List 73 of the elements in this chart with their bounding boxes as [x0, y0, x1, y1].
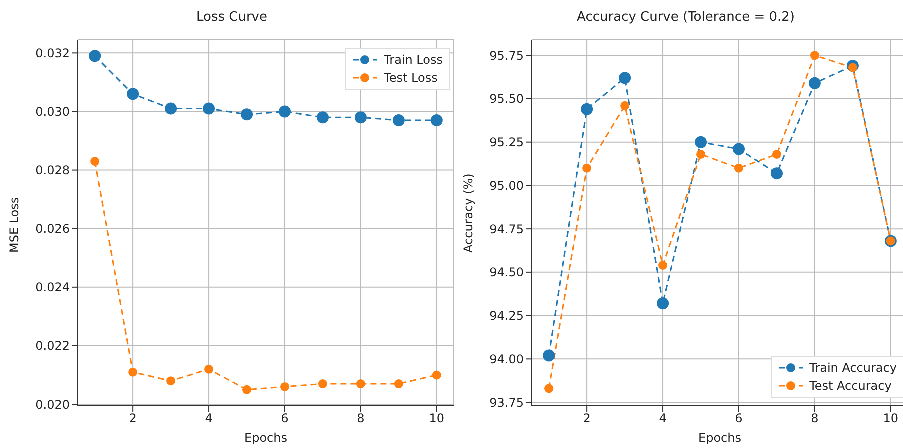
point [430, 114, 443, 127]
point [280, 382, 290, 392]
x-axis-title: Epochs [244, 431, 288, 445]
point [734, 164, 744, 173]
point [581, 103, 594, 116]
legend-label: Train Accuracy [810, 360, 897, 377]
y-axis-title: Accuracy (%) [461, 174, 476, 253]
point [318, 380, 328, 389]
point [128, 368, 138, 377]
x-tick-label: 2 [583, 412, 591, 426]
x-tick-label: 2 [129, 412, 137, 426]
point [657, 298, 670, 310]
y-tick-label: 94.25 [490, 309, 524, 324]
x-tick-label: 6 [281, 412, 289, 426]
point [695, 136, 708, 148]
y-axis-title: MSE Loss [7, 197, 22, 253]
chart-title: Accuracy Curve (Tolerance = 0.2) [576, 9, 796, 27]
x-axis-title: Epochs [698, 431, 742, 445]
point [241, 108, 254, 121]
point [620, 101, 630, 110]
y-tick-label: 0.032 [36, 46, 70, 60]
y-tick-label: 0.026 [36, 222, 70, 236]
point [278, 106, 291, 118]
y-tick-label: 93.75 [490, 396, 524, 410]
chart-title: Loss Curve [196, 9, 268, 27]
y-tick-label: 0.022 [36, 339, 70, 354]
y-tick-label: 95.00 [490, 178, 524, 193]
x-tick-label: 4 [205, 412, 213, 426]
point [543, 350, 556, 362]
y-tick-label: 94.75 [490, 222, 524, 236]
x-tick-label: 4 [659, 412, 667, 426]
point [89, 50, 102, 62]
point [165, 102, 178, 115]
point [658, 261, 668, 270]
point [432, 370, 442, 380]
point [848, 63, 858, 72]
x-tick-label: 10 [883, 412, 899, 426]
y-tick-label: 0.030 [36, 104, 70, 119]
point [316, 112, 329, 124]
y-tick-label: 94.00 [490, 352, 524, 366]
x-tick-label: 8 [811, 412, 819, 426]
y-tick-label: 0.028 [36, 164, 70, 178]
x-tick-label: 8 [357, 412, 365, 426]
x-tick-label: 6 [735, 412, 743, 426]
point [544, 384, 554, 394]
legend-label: Train Loss [384, 52, 443, 69]
point [203, 102, 216, 115]
point [810, 51, 820, 60]
point [582, 164, 592, 173]
legend-label: Test Accuracy [810, 378, 892, 395]
point [356, 380, 366, 389]
point [204, 364, 214, 374]
y-tick-label: 0.020 [36, 398, 70, 412]
y-tick-label: 94.50 [490, 266, 524, 280]
y-tick-label: 95.50 [490, 92, 524, 106]
point [127, 88, 140, 100]
point [90, 157, 100, 166]
point [354, 112, 367, 124]
point [732, 143, 745, 156]
legend-label: Test Loss [384, 70, 438, 87]
point [619, 72, 632, 84]
y-tick-label: 95.75 [490, 48, 524, 63]
point [392, 114, 405, 127]
point [808, 77, 821, 90]
point [242, 385, 252, 394]
point [696, 150, 706, 159]
point [770, 168, 783, 180]
x-tick-label: 10 [429, 412, 445, 426]
y-tick-label: 0.024 [36, 280, 70, 295]
y-tick-label: 95.25 [490, 136, 524, 150]
point [772, 150, 782, 159]
point [394, 380, 404, 389]
point [166, 376, 176, 386]
